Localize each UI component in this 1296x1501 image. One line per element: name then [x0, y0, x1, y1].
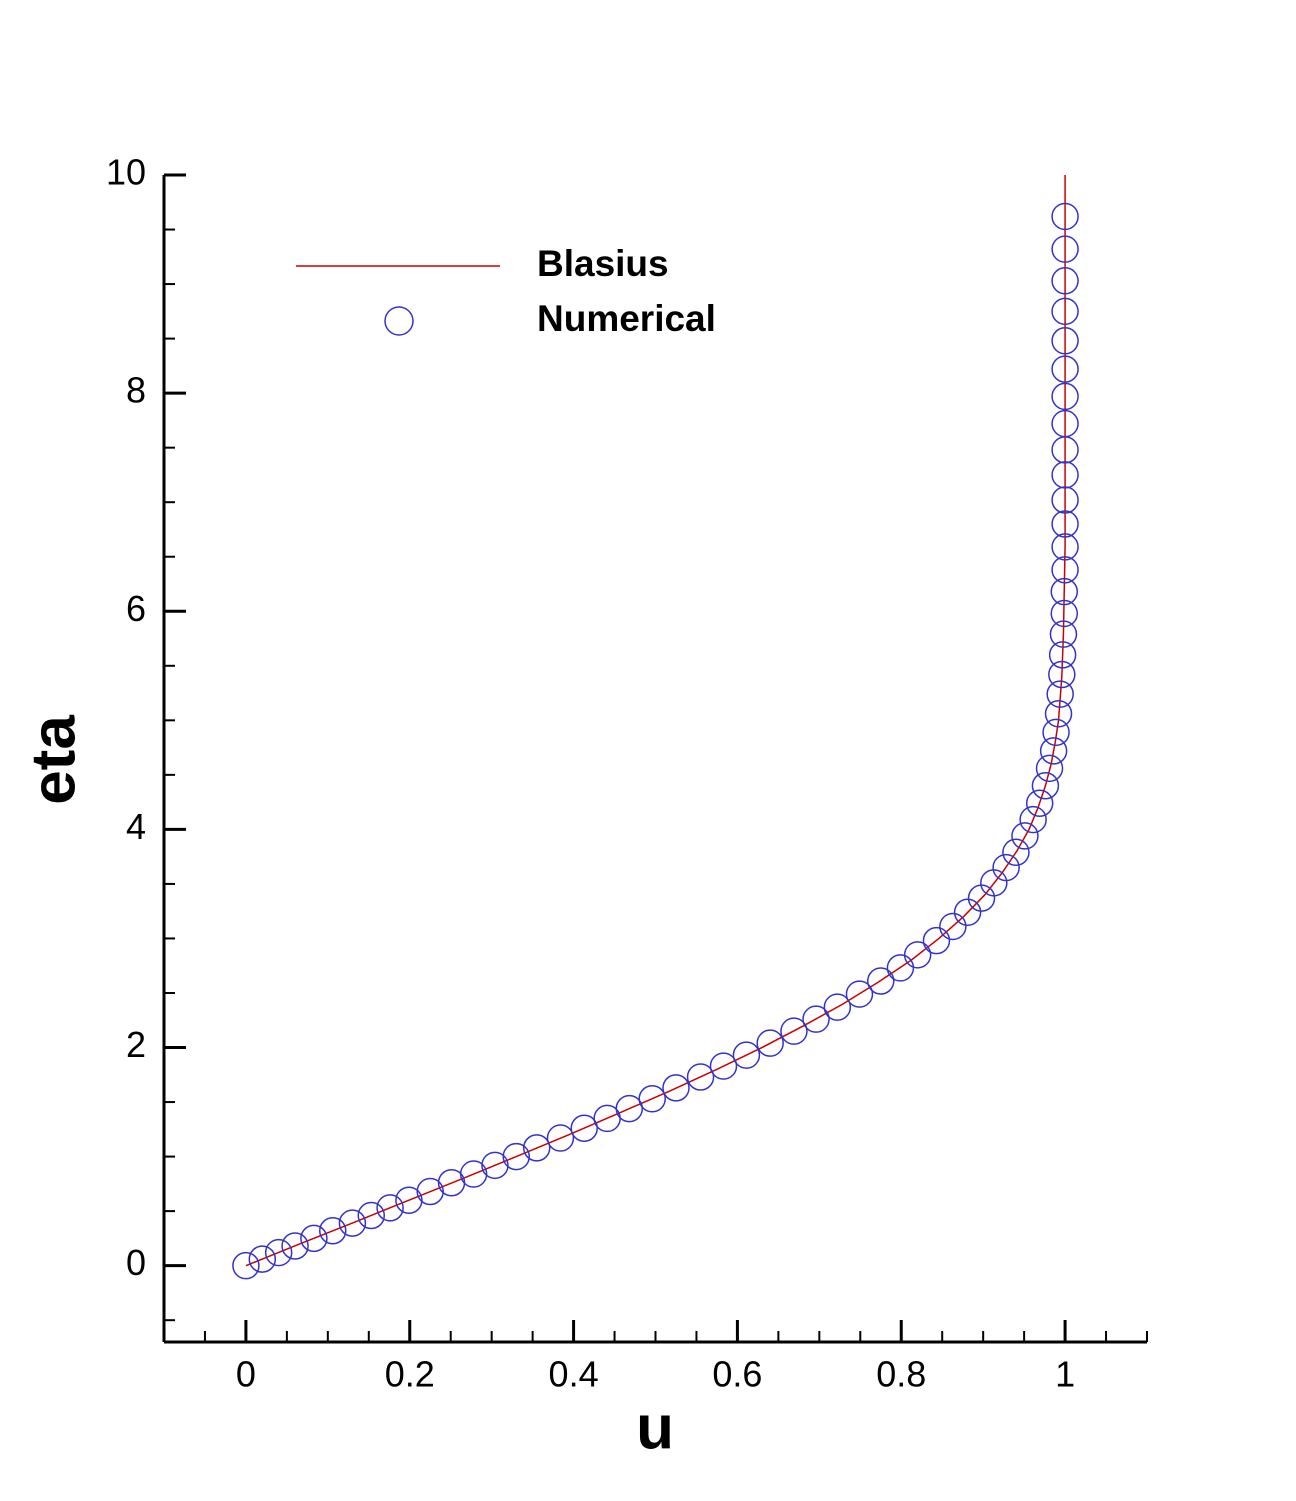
data-point — [1042, 718, 1070, 747]
data-point — [1051, 510, 1079, 538]
y-tick-label: 0 — [126, 1242, 146, 1283]
data-point — [1051, 297, 1079, 326]
data-point — [615, 1094, 644, 1123]
data-point — [416, 1177, 444, 1206]
data-point — [780, 1017, 808, 1045]
data-point — [357, 1201, 385, 1230]
data-point — [264, 1238, 293, 1267]
data-point — [1019, 805, 1047, 834]
data-point — [1050, 577, 1079, 606]
data-point — [338, 1209, 367, 1237]
data-point — [1025, 789, 1054, 817]
data-point — [232, 1251, 260, 1280]
data-point — [756, 1029, 784, 1057]
data-point — [1051, 202, 1079, 231]
x-tick-label: 0.4 — [549, 1354, 599, 1395]
data-point — [459, 1160, 488, 1188]
x-tick-label: 0 — [236, 1354, 256, 1395]
legend-label: Blasius — [537, 243, 669, 284]
data-point — [953, 898, 982, 927]
data-point — [1051, 382, 1079, 411]
y-tick-label: 2 — [126, 1024, 146, 1065]
data-point — [845, 980, 874, 1008]
data-point — [502, 1142, 530, 1171]
data-point — [395, 1186, 423, 1214]
data-point — [481, 1151, 509, 1180]
data-point — [248, 1245, 277, 1273]
data-point — [1049, 620, 1078, 648]
data-point — [1044, 700, 1073, 728]
data-point — [1051, 409, 1079, 438]
data-point — [662, 1074, 690, 1102]
data-point — [1011, 822, 1039, 850]
data-point — [1051, 355, 1079, 383]
data-point — [1051, 461, 1079, 489]
x-tick-label: 0.6 — [712, 1354, 762, 1395]
y-tick-label: 4 — [126, 806, 146, 847]
data-point — [922, 926, 951, 955]
data-point — [709, 1052, 738, 1080]
data-point — [546, 1124, 575, 1152]
x-tick-label: 0.8 — [876, 1354, 926, 1395]
y-tick-label: 10 — [106, 152, 146, 193]
data-point — [1002, 838, 1030, 867]
data-point — [686, 1063, 715, 1091]
x-tick-label: 0.2 — [385, 1354, 435, 1395]
data-point — [1035, 754, 1064, 783]
data-point — [1048, 660, 1076, 689]
data-point — [1051, 533, 1079, 561]
data-point — [1050, 599, 1079, 628]
data-point — [281, 1232, 309, 1260]
data-point — [802, 1005, 830, 1033]
data-point — [638, 1085, 666, 1113]
data-point — [1051, 327, 1079, 355]
data-point — [1031, 772, 1060, 800]
data-point — [318, 1217, 347, 1245]
data-point — [823, 993, 852, 1021]
data-point — [1051, 486, 1079, 514]
data-point — [1051, 556, 1079, 584]
data-point — [1051, 267, 1079, 295]
y-tick-label: 8 — [126, 370, 146, 411]
data-point — [903, 941, 932, 969]
data-point — [300, 1224, 328, 1253]
legend-label: Numerical — [537, 298, 716, 339]
data-point — [1051, 235, 1079, 263]
data-point — [867, 967, 895, 995]
y-axis-label: eta — [19, 715, 88, 805]
data-point — [1046, 680, 1074, 708]
legend-marker — [384, 306, 414, 336]
data-point — [732, 1041, 761, 1069]
data-point — [1048, 641, 1077, 669]
data-point — [522, 1134, 551, 1162]
data-point — [939, 912, 967, 941]
x-axis-label: u — [636, 1393, 674, 1462]
data-point — [570, 1114, 598, 1142]
data-point — [992, 853, 1020, 882]
y-tick-label: 6 — [126, 588, 146, 629]
data-point — [1039, 737, 1068, 765]
data-point — [376, 1194, 404, 1222]
x-tick-label: 1 — [1055, 1354, 1075, 1395]
